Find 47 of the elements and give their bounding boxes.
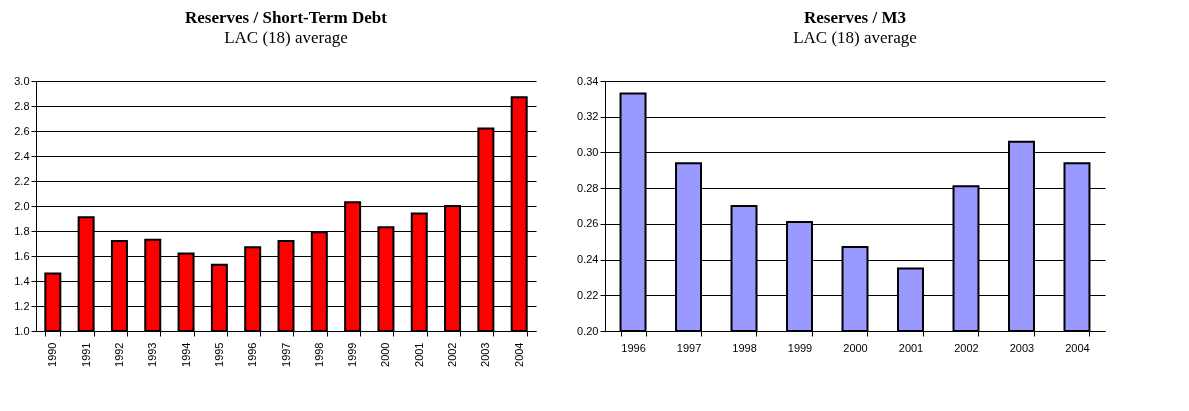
- y-tick-label: 0.30: [577, 145, 599, 158]
- y-tick-label: 3.0: [14, 74, 30, 87]
- x-tick-label: 2004: [1065, 341, 1090, 354]
- x-tick-label: 1997: [279, 342, 292, 367]
- x-tick-label: 2003: [479, 342, 492, 367]
- y-tick-label: 1.6: [14, 249, 30, 262]
- x-tick-label: 2001: [412, 342, 425, 367]
- y-tick-label: 0.20: [577, 324, 599, 337]
- y-tick-label: 1.4: [14, 274, 30, 287]
- y-tick-label: 0.32: [577, 110, 599, 123]
- x-tick-label: 1998: [732, 341, 757, 354]
- x-tick-label: 1998: [312, 342, 325, 367]
- x-tick-label: 1997: [676, 341, 702, 354]
- chart-subtitle: LAC (18) average: [224, 28, 348, 47]
- y-tick-label: 1.2: [14, 299, 30, 312]
- x-tick-label: 1995: [212, 342, 225, 367]
- x-tick-label: 1990: [46, 342, 59, 367]
- chart-subtitle: LAC (18) average: [793, 28, 917, 47]
- x-tick-label: 2001: [898, 341, 924, 354]
- x-tick-label: 1992: [112, 342, 125, 367]
- x-tick-label: 2002: [446, 342, 459, 367]
- x-tick-label: 1993: [146, 342, 159, 367]
- x-tick-label: 2004: [512, 342, 525, 367]
- y-tick-label: 2.6: [14, 124, 30, 137]
- x-tick-label: 1999: [346, 342, 359, 367]
- x-tick-label: 2003: [1009, 341, 1035, 354]
- x-tick-label: 1994: [179, 342, 192, 367]
- chart-title: Reserves / M3: [804, 8, 906, 27]
- y-tick-label: 0.26: [577, 217, 599, 230]
- y-tick-label: 2.4: [14, 149, 30, 162]
- y-tick-label: 2.8: [14, 99, 30, 112]
- y-tick-label: 0.28: [577, 181, 599, 194]
- x-tick-label: 2002: [954, 341, 979, 354]
- y-tick-label: 2.2: [14, 174, 30, 187]
- y-tick-label: 0.22: [577, 288, 599, 301]
- x-tick-label: 1996: [621, 341, 646, 354]
- y-tick-label: 0.34: [577, 74, 599, 87]
- chart-title: Reserves / Short-Term Debt: [185, 8, 388, 27]
- x-tick-label: 1991: [79, 342, 92, 367]
- x-tick-label: 2000: [843, 341, 868, 354]
- y-tick-label: 2.0: [14, 199, 30, 212]
- y-tick-label: 1.8: [14, 224, 30, 237]
- y-tick-label: 0.24: [577, 253, 599, 266]
- x-tick-label: 1996: [246, 342, 259, 367]
- x-tick-label: 1999: [787, 341, 813, 354]
- x-tick-label: 2000: [379, 342, 392, 367]
- y-tick-label: 1.0: [14, 324, 30, 337]
